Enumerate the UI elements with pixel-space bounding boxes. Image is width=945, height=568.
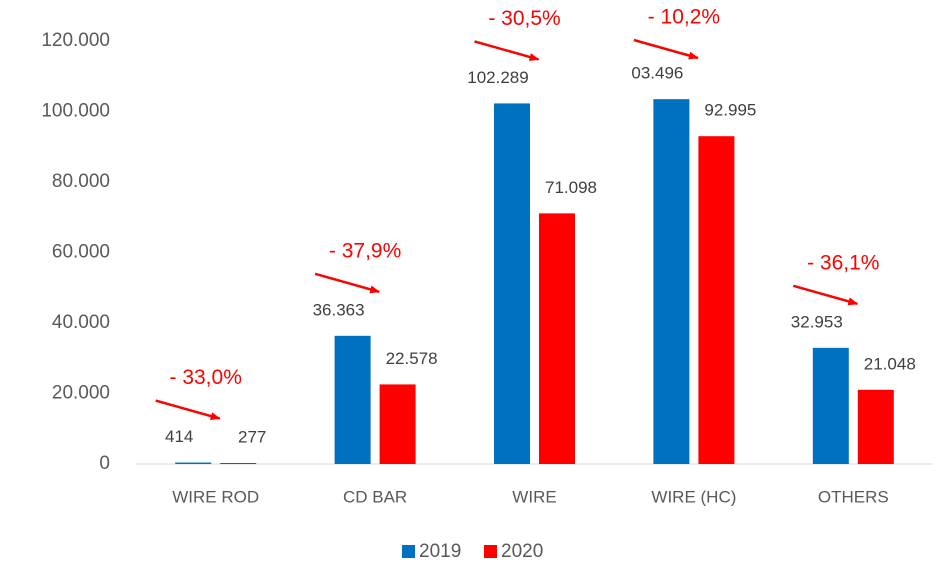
- annotation: - 10,2%: [648, 6, 720, 29]
- value-label: 21.048: [864, 354, 916, 373]
- bar: [175, 462, 212, 464]
- legend-label: 2019: [419, 541, 461, 562]
- legend-swatch: [402, 545, 415, 558]
- value-label: 32.953: [791, 312, 843, 331]
- bar: [812, 347, 849, 464]
- annotation: - 30,5%: [488, 7, 560, 30]
- annotation-arrow: [155, 399, 221, 420]
- value-label: 36.363: [313, 300, 365, 319]
- value-label: 71.098: [545, 178, 597, 197]
- bar: [653, 99, 690, 464]
- bar: [334, 335, 371, 464]
- bar: [698, 136, 735, 464]
- legend-label: 2020: [501, 541, 543, 562]
- annotation-arrow: [474, 40, 540, 61]
- y-tick-label: 80.000: [52, 171, 110, 192]
- bar: [220, 463, 257, 464]
- annotation: - 36,1%: [807, 251, 879, 274]
- annotation-arrow: [792, 284, 859, 306]
- y-tick-label: 60.000: [52, 242, 110, 263]
- y-tick-label: 20.000: [52, 383, 110, 404]
- annotation-arrow: [314, 272, 381, 294]
- annotation: - 33,0%: [170, 366, 242, 389]
- value-label: 277: [238, 428, 266, 447]
- bar: [379, 384, 416, 464]
- value-label: 92.995: [704, 101, 756, 120]
- y-tick-label: 40.000: [52, 312, 110, 333]
- annotation: - 37,9%: [329, 239, 401, 262]
- annotation-arrow: [633, 38, 699, 60]
- x-tick-label: WIRE ROD: [172, 487, 259, 506]
- legend-swatch: [484, 545, 497, 558]
- value-label: 102.289: [467, 68, 528, 87]
- y-tick-label: 120.000: [41, 30, 110, 51]
- x-tick-label: CD BAR: [343, 487, 407, 506]
- value-label: 414: [165, 427, 193, 446]
- value-label: 22.578: [386, 349, 438, 368]
- y-tick-label: 100.000: [41, 101, 110, 122]
- y-tick-label: 0: [99, 453, 110, 474]
- bar: [494, 103, 530, 464]
- x-tick-label: WIRE (HC): [651, 487, 736, 506]
- bar: [857, 389, 894, 464]
- bar: [539, 213, 575, 464]
- x-tick-label: WIRE: [512, 487, 556, 506]
- x-tick-label: OTHERS: [818, 487, 889, 506]
- value-label: 03.496: [631, 64, 683, 83]
